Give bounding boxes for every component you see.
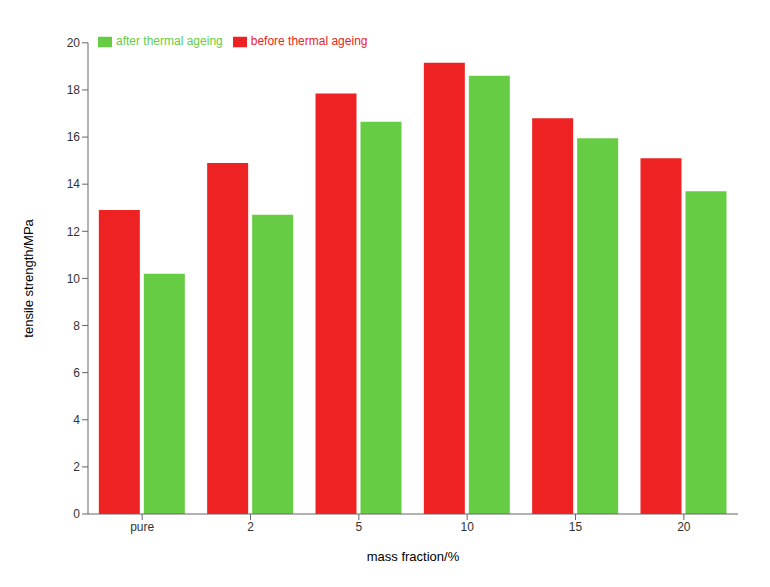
svg-text:20: 20 [67,36,81,50]
html-text:after thermal ageing: after thermal ageing [116,34,223,48]
svg-text:2: 2 [73,460,80,474]
svg-text:mass fraction/%: mass fraction/% [367,549,460,564]
svg-text:4: 4 [73,413,80,427]
svg-text:14: 14 [67,177,81,191]
svg-text:pure: pure [130,520,154,534]
svg-text:16: 16 [67,130,81,144]
svg-text:15: 15 [569,520,583,534]
svg-text:5: 5 [355,520,362,534]
svg-text:10: 10 [67,272,81,286]
svg-text:tensile strength/MPa: tensile strength/MPa [21,218,36,337]
svg-text:20: 20 [677,520,691,534]
svg-text:18: 18 [67,83,81,97]
svg-text:12: 12 [67,225,81,239]
svg-text:2: 2 [247,520,254,534]
svg-text:0: 0 [73,507,80,521]
html-text:before thermal ageing: before thermal ageing [250,34,368,48]
svg-text:10: 10 [460,520,474,534]
svg-text:8: 8 [73,319,80,333]
svg-text:6: 6 [73,366,80,380]
